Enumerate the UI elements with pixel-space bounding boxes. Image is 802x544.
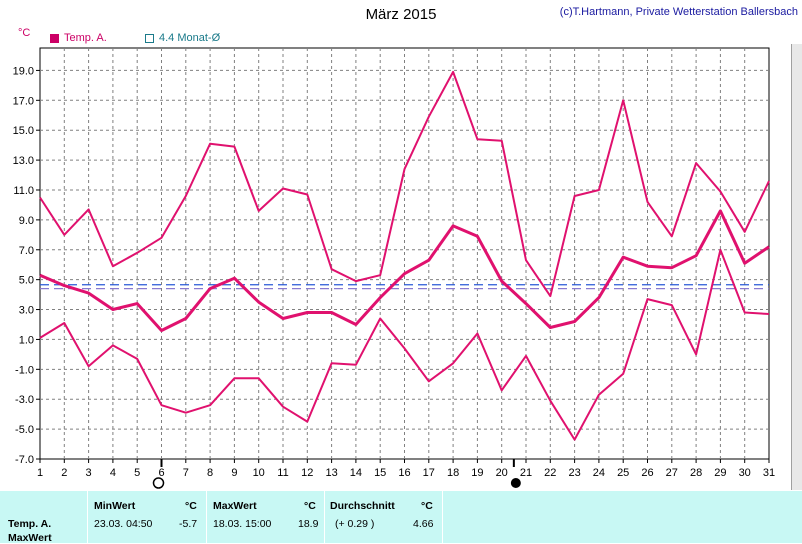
x-tick-label: 14: [350, 467, 362, 479]
y-tick-label: 9.0: [19, 215, 34, 227]
max-unit: °C: [304, 500, 316, 512]
x-tick-label: 11: [277, 467, 288, 479]
y-tick-label: -1.0: [15, 364, 34, 376]
y-tick-label: -3.0: [15, 394, 34, 406]
legend-avg-label: 4.4 Monat-Ø: [159, 32, 221, 44]
stats-row-label: Temp. A.: [8, 518, 52, 530]
y-tick-label: -7.0: [15, 454, 34, 466]
avg-value: 4.66: [413, 518, 434, 530]
y-tick-label: 13.0: [13, 155, 34, 167]
scrollbar-strip[interactable]: [791, 44, 802, 490]
y-tick-label: 15.0: [13, 125, 34, 137]
stats-avg-column: Durchschnitt °C (+ 0.29 ) 4.66: [325, 491, 443, 543]
x-tick-label: 13: [325, 467, 337, 479]
series-line-mean: [39, 209, 770, 332]
avg-delta: (+ 0.29 ): [335, 518, 375, 530]
grid: [40, 48, 769, 459]
max-value: 18.9: [298, 518, 319, 530]
avg-unit: °C: [421, 500, 433, 512]
x-tick-label: 7: [183, 467, 189, 479]
x-tick-label: 5: [134, 467, 140, 479]
x-tick-label: 8: [207, 467, 213, 479]
x-tick-label: 4: [110, 467, 116, 479]
min-datetime: 23.03. 04:50: [94, 518, 153, 530]
min-unit: °C: [185, 500, 197, 512]
x-tick-label: 18: [447, 467, 459, 479]
full-moon-icon: [510, 478, 521, 488]
x-tick-label: 6: [158, 467, 164, 479]
min-value: -5.7: [179, 518, 198, 530]
legend-item-avg[interactable]: 4.4 Monat-Ø: [145, 32, 220, 44]
x-tick-label: 29: [714, 467, 726, 479]
x-tick-label: 24: [593, 467, 605, 479]
x-tick-label: 28: [690, 467, 702, 479]
legend-swatch-outline-icon: [145, 33, 154, 43]
x-tick-label: 17: [423, 467, 435, 479]
max-datetime: 18.03. 15:00: [213, 518, 272, 530]
x-tick-label: 15: [374, 467, 386, 479]
x-tick-label: 10: [253, 467, 265, 479]
y-tick-label: 7.0: [19, 245, 34, 257]
y-tick-labels: 19.0 17.0 15.0 13.0 11.0 9.0 7.0 5.0 3.0 1.0 -1.0 -…: [13, 65, 40, 466]
legend-item-temp[interactable]: Temp. A.: [50, 32, 107, 44]
x-tick-label: 12: [301, 467, 313, 479]
x-tick-label: 30: [739, 467, 751, 479]
y-tick-label: 1.0: [19, 334, 34, 346]
x-tick-label: 25: [617, 467, 629, 479]
series-line-min: [39, 248, 770, 441]
x-tick-label: 27: [666, 467, 678, 479]
y-tick-label: 19.0: [13, 65, 34, 77]
reference-lines: [40, 284, 769, 290]
x-tick-label: 23: [568, 467, 580, 479]
y-tick-label: 11.0: [13, 185, 34, 197]
chart-title: März 2015: [365, 6, 437, 23]
legend-swatch-filled-icon: [50, 33, 59, 43]
legend-temp-label: Temp. A.: [64, 32, 107, 44]
x-tick-label: 9: [231, 467, 237, 479]
max-header: MaxWert: [213, 500, 257, 512]
new-moon-icon: [152, 477, 165, 489]
x-tick-label: 19: [471, 467, 483, 479]
stats-row-label-2: MaxWert: [8, 532, 52, 544]
moon-phase-markers: [152, 459, 521, 489]
x-tick-label: 22: [544, 467, 556, 479]
x-tick-label: 21: [520, 467, 532, 479]
y-tick-label: -5.0: [15, 424, 34, 436]
y-tick-label: 3.0: [19, 305, 34, 317]
series-line-max: [39, 70, 770, 298]
x-tick-label: 31: [763, 467, 775, 479]
x-tick-labels: 1 2 3 4 5 6 7 8 9 10 11 12 13 14 15 16 17 18 19 20 21 22 23 24 2…: [37, 459, 775, 479]
x-tick-label: 3: [86, 467, 92, 479]
series-lines: [39, 70, 770, 441]
min-header: MinWert: [94, 500, 136, 512]
stats-min-column: MinWert °C 23.03. 04:50 -5.7: [88, 491, 207, 543]
x-tick-label: 20: [496, 467, 508, 479]
y-tick-label: 17.0: [13, 95, 34, 107]
x-tick-label: 1: [37, 467, 43, 479]
stats-panel: Temp. A. MaxWert MinWert °C 23.03. 04:50…: [0, 491, 802, 544]
x-tick-label: 26: [641, 467, 653, 479]
stats-label-column: Temp. A. MaxWert: [0, 491, 88, 544]
temperature-chart: 19.0 17.0 15.0 13.0 11.0 9.0 7.0 5.0 3.0 1.0 -1.0 -…: [13, 47, 775, 489]
y-tick-label: 5.0: [19, 275, 34, 287]
x-tick-label: 2: [61, 467, 67, 479]
unit-label: °C: [18, 27, 31, 39]
avg-header: Durchschnitt: [330, 500, 395, 512]
stats-max-column: MaxWert °C 18.03. 15:00 18.9: [207, 491, 325, 543]
copyright-text: (c)T.Hartmann, Private Wetterstation Bal…: [559, 6, 798, 18]
x-tick-label: 16: [398, 467, 410, 479]
